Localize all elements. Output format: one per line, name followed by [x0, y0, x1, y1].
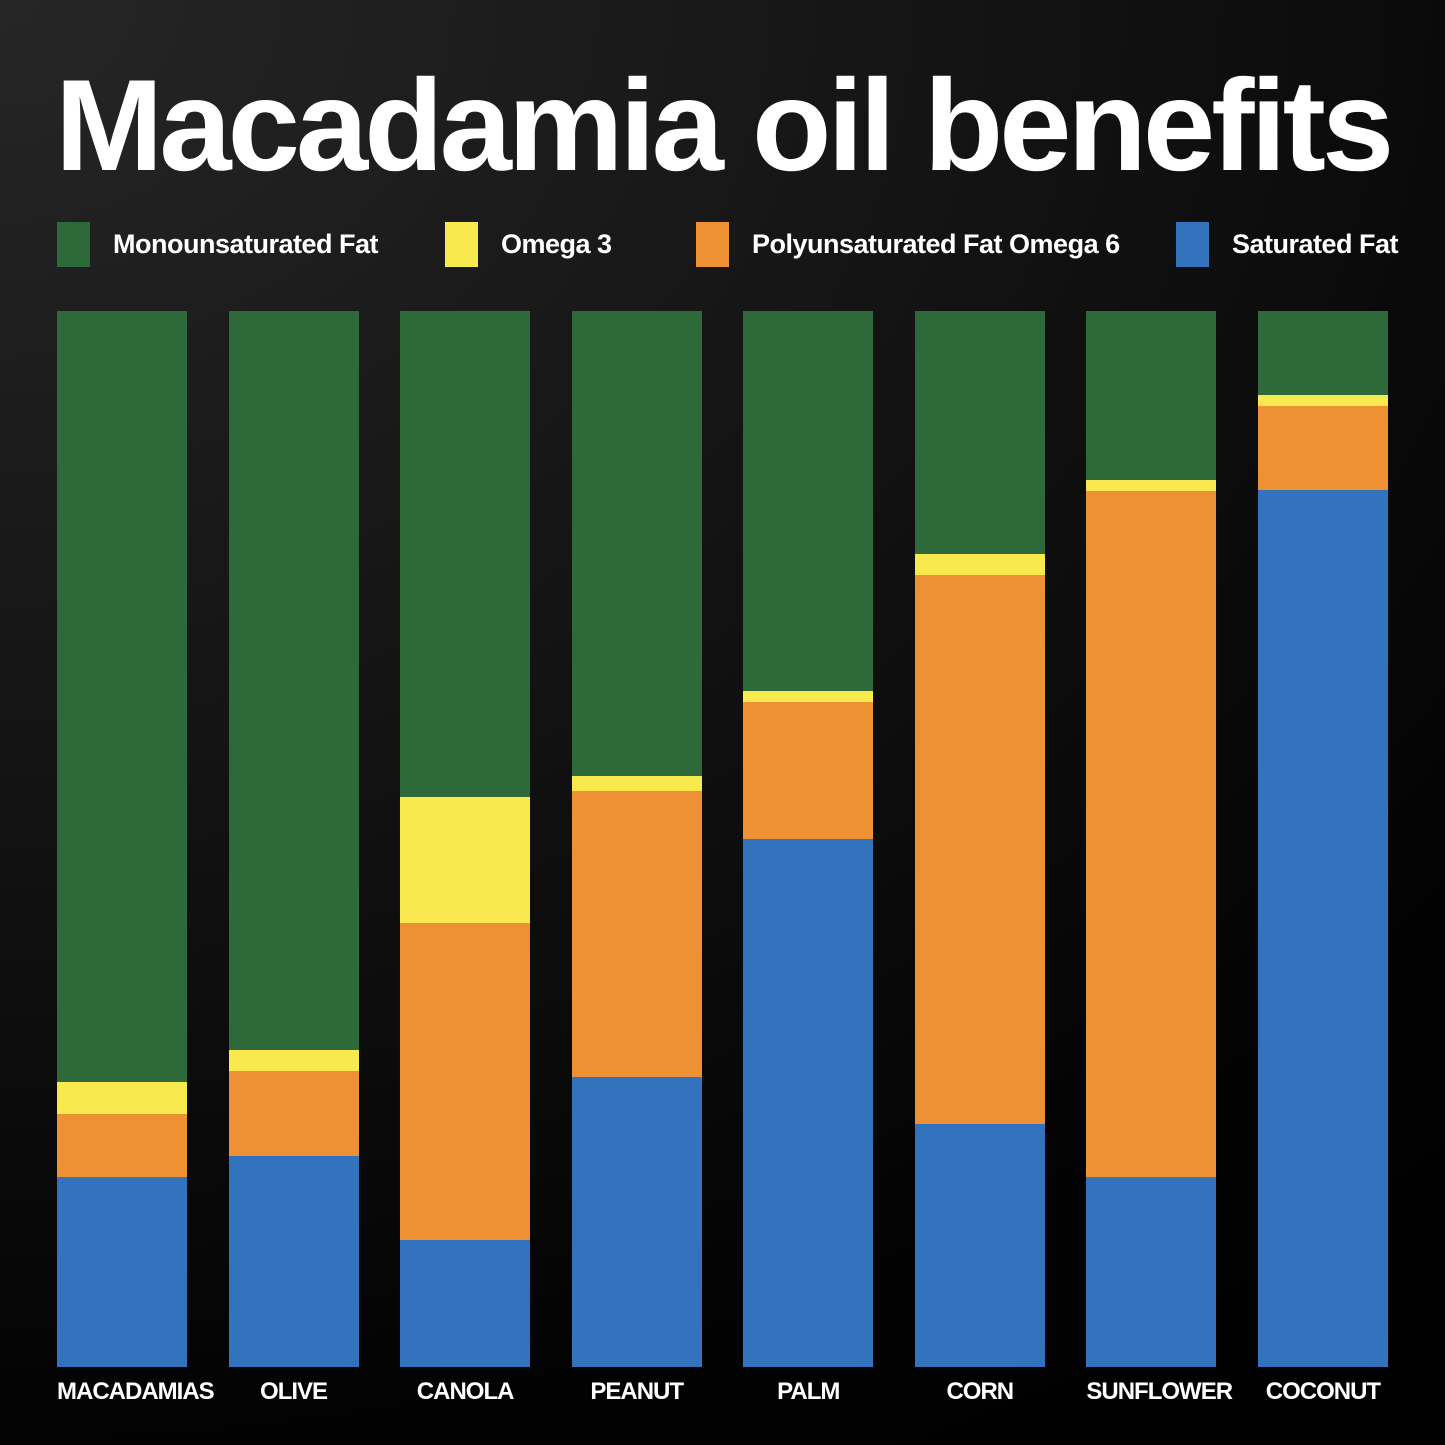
- bar-segment-macadamias-polyunsaturated-fat-omega-6: [57, 1113, 187, 1177]
- bar-segment-canola-saturated-fat: [400, 1240, 531, 1367]
- legend-swatch-monounsaturated-fat: [57, 222, 90, 267]
- legend-swatch-omega-3: [445, 222, 478, 267]
- bar-label-corn: CORN: [946, 1378, 1014, 1405]
- bar-segment-olive-omega-3: [228, 1050, 359, 1072]
- bar-stack-palm: [743, 311, 874, 1367]
- stacked-bar-chart: MACADAMIAS OLIVE CANOLA PEANUT PALM CORN SUNFL…: [57, 311, 1388, 1406]
- bar-stack-macadamias: [57, 311, 187, 1367]
- bar-column-sunflower: SUNFLOWER: [1086, 311, 1233, 1406]
- bar-segment-macadamias-monounsaturated-fat: [57, 311, 187, 1082]
- bar-segment-peanut-polyunsaturated-fat-omega-6: [571, 791, 702, 1077]
- bar-segment-palm-monounsaturated-fat: [743, 311, 874, 692]
- bar-column-macadamias: MACADAMIAS: [57, 311, 215, 1406]
- bar-segment-canola-omega-3: [400, 796, 531, 924]
- bar-segment-olive-monounsaturated-fat: [228, 311, 359, 1051]
- bar-segment-corn-saturated-fat: [914, 1124, 1045, 1367]
- legend-swatch-polyunsaturated-fat-omega-6: [696, 222, 729, 267]
- bar-label-coconut: COCONUT: [1265, 1378, 1381, 1405]
- bar-segment-macadamias-omega-3: [57, 1081, 187, 1114]
- bar-segment-palm-polyunsaturated-fat-omega-6: [743, 701, 874, 839]
- legend-item-monounsaturated-fat: Monounsaturated Fat: [57, 222, 379, 267]
- bar-label-olive: OLIVE: [260, 1378, 328, 1405]
- bar-segment-olive-saturated-fat: [228, 1155, 359, 1367]
- bar-segment-coconut-omega-3: [1257, 395, 1388, 407]
- bar-stack-canola: [400, 311, 531, 1367]
- bar-segment-peanut-omega-3: [571, 775, 702, 792]
- bar-segment-olive-polyunsaturated-fat-omega-6: [228, 1071, 359, 1156]
- bar-label-sunflower: SUNFLOWER: [1086, 1378, 1233, 1405]
- bar-segment-sunflower-polyunsaturated-fat-omega-6: [1086, 490, 1217, 1177]
- bar-segment-peanut-monounsaturated-fat: [571, 311, 702, 776]
- bar-stack-olive: [228, 311, 359, 1367]
- bar-stack-corn: [914, 311, 1045, 1367]
- legend-label-polyunsaturated-fat-omega-6: Polyunsaturated Fat Omega 6: [752, 229, 1120, 259]
- legend-item-saturated-fat: Saturated Fat: [1176, 222, 1399, 267]
- bar-segment-peanut-saturated-fat: [571, 1076, 702, 1367]
- bar-segment-sunflower-monounsaturated-fat: [1086, 311, 1217, 480]
- bar-stack-peanut: [571, 311, 702, 1367]
- bar-label-macadamias: MACADAMIAS: [57, 1378, 215, 1405]
- bar-label-peanut: PEANUT: [590, 1378, 684, 1405]
- bar-label-canola: CANOLA: [416, 1378, 515, 1405]
- bar-segment-coconut-saturated-fat: [1257, 490, 1388, 1367]
- bar-segment-corn-omega-3: [914, 553, 1045, 575]
- legend-swatch-saturated-fat: [1176, 222, 1209, 267]
- bar-segment-coconut-monounsaturated-fat: [1257, 311, 1388, 396]
- bar-segment-palm-saturated-fat: [743, 838, 874, 1367]
- bar-segment-canola-monounsaturated-fat: [400, 311, 531, 797]
- bar-segment-sunflower-saturated-fat: [1086, 1176, 1217, 1367]
- bar-segment-coconut-polyunsaturated-fat-omega-6: [1257, 406, 1388, 491]
- legend-label-omega-3: Omega 3: [501, 229, 612, 259]
- bar-column-olive: OLIVE: [228, 311, 359, 1406]
- bar-column-coconut: COCONUT: [1257, 311, 1388, 1406]
- bar-column-peanut: PEANUT: [571, 311, 702, 1406]
- bar-segment-corn-polyunsaturated-fat-omega-6: [914, 574, 1045, 1125]
- bar-segment-macadamias-saturated-fat: [57, 1176, 187, 1367]
- legend-label-monounsaturated-fat: Monounsaturated Fat: [113, 229, 379, 259]
- bar-column-corn: CORN: [914, 311, 1045, 1406]
- bar-stack-sunflower: [1086, 311, 1217, 1367]
- bar-segment-canola-polyunsaturated-fat-omega-6: [400, 923, 531, 1241]
- bar-stack-coconut: [1257, 311, 1388, 1367]
- legend-item-omega-3: Omega 3: [445, 222, 612, 267]
- bar-segment-palm-omega-3: [743, 691, 874, 702]
- bar-column-palm: PALM: [743, 311, 874, 1406]
- legend-item-polyunsaturated-fat-omega-6: Polyunsaturated Fat Omega 6: [696, 222, 1120, 267]
- page-title: Macadamia oil benefits: [55, 52, 1394, 198]
- bar-segment-corn-monounsaturated-fat: [914, 311, 1045, 554]
- bar-column-canola: CANOLA: [400, 311, 531, 1406]
- bar-label-palm: PALM: [777, 1378, 840, 1405]
- legend-label-saturated-fat: Saturated Fat: [1232, 229, 1399, 259]
- bar-segment-sunflower-omega-3: [1086, 479, 1217, 491]
